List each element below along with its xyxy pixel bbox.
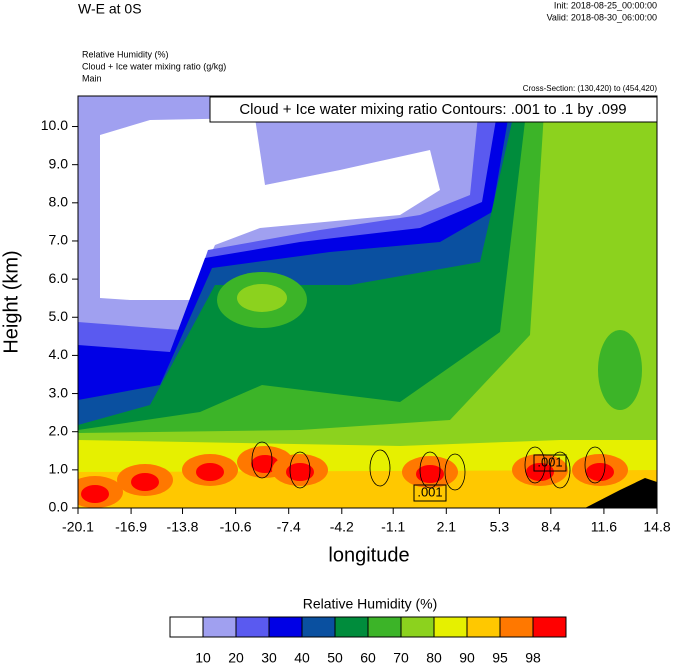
contour-line <box>584 446 606 484</box>
y-axis-label: Height (km) <box>0 250 22 353</box>
y-tick-label: 0.0 <box>49 499 69 515</box>
rh-region <box>526 463 554 481</box>
contour-line <box>369 449 391 487</box>
y-tick-label: 10.0 <box>41 117 68 133</box>
y-tick-label: 2.0 <box>49 422 69 438</box>
x-tick-label: 5.3 <box>490 519 510 535</box>
colorbar-box <box>367 616 402 638</box>
y-tick-label: 7.0 <box>49 232 69 248</box>
y-tick-label: 4.0 <box>49 346 69 362</box>
colorbar-box <box>169 616 204 638</box>
colorbar-box <box>532 616 567 638</box>
rh-region <box>81 485 109 503</box>
x-tick-label: -10.6 <box>220 519 252 535</box>
x-tick-label: -13.8 <box>167 519 199 535</box>
x-axis-label: longitude <box>328 544 409 566</box>
rh-region <box>78 96 657 508</box>
rh-region <box>286 463 314 481</box>
x-tick-label: -1.1 <box>381 519 405 535</box>
x-tick-label: 14.8 <box>643 519 670 535</box>
colorbar-title: Relative Humidity (%) <box>303 596 438 612</box>
rh-region <box>416 465 444 483</box>
x-tick-label: 11.6 <box>591 519 617 535</box>
rh-layers <box>78 96 657 508</box>
x-tick-label: -20.1 <box>62 519 94 535</box>
chart-title: W-E at 0S <box>78 1 142 17</box>
x-tick-label: -7.4 <box>277 519 301 535</box>
colorbar-label: 20 <box>228 650 244 666</box>
y-tick-label: 5.0 <box>49 308 69 324</box>
colorbar-box <box>466 616 501 638</box>
colorbar-label: 70 <box>393 650 409 666</box>
x-tick-label: 2.1 <box>437 519 457 535</box>
contour-note: Cloud + Ice water mixing ratio Contours:… <box>239 101 626 118</box>
rh-region <box>131 473 159 491</box>
colorbar-label: 60 <box>360 650 376 666</box>
y-tick-label: 9.0 <box>49 155 69 171</box>
y-tick-label: 3.0 <box>49 384 69 400</box>
contour-line <box>524 446 546 484</box>
colorbar-label: 90 <box>459 650 475 666</box>
cross-section: Cross-Section: (130,420) to (454,420) <box>523 84 658 93</box>
contour-line <box>289 451 311 489</box>
y-tick-label: 1.0 <box>49 461 69 477</box>
contour-line <box>444 453 466 491</box>
contour-label: .001 <box>417 484 442 499</box>
field-name: Cloud + Ice water mixing ratio (g/kg) <box>82 61 226 71</box>
contour-label-box <box>533 454 567 472</box>
x-tick-label: -4.2 <box>330 519 354 535</box>
field-name: Main <box>82 73 102 83</box>
colorbar-box <box>202 616 237 638</box>
x-tick-label: -16.9 <box>115 519 147 535</box>
colorbar-label: 98 <box>525 650 541 666</box>
contour-label-box <box>413 484 447 502</box>
terrain <box>585 478 657 508</box>
contour-label: .001 <box>537 454 562 469</box>
colorbar-box <box>268 616 303 638</box>
note-box <box>209 96 658 123</box>
colorbar-box <box>301 616 336 638</box>
colorbar-label: 80 <box>426 650 442 666</box>
y-tick-label: 6.0 <box>49 270 69 286</box>
y-tick-label: 8.0 <box>49 194 69 210</box>
rh-region <box>586 463 614 481</box>
colorbar-box <box>334 616 369 638</box>
field-name: Relative Humidity (%) <box>82 49 169 59</box>
valid-time: Valid: 2018-08-30_06:00:00 <box>547 12 657 22</box>
x-tick-label: 8.4 <box>541 519 561 535</box>
rh-region <box>237 284 287 312</box>
contour-line <box>251 441 273 479</box>
colorbar-box <box>235 616 270 638</box>
rh-region <box>196 463 224 481</box>
colorbar-label: 10 <box>195 650 211 666</box>
rh-field: .001 .001 <box>78 96 657 508</box>
colorbar-label: 50 <box>327 650 343 666</box>
colorbar-box <box>400 616 435 638</box>
colorbar-label: 40 <box>294 650 310 666</box>
plot-frame <box>77 95 658 509</box>
contour-line <box>419 451 441 489</box>
contour-line <box>549 451 571 489</box>
colorbar-box <box>433 616 468 638</box>
rh-region <box>100 118 440 300</box>
rh-region <box>598 330 642 410</box>
init-time: Init: 2018-08-25_00:00:00 <box>554 0 657 10</box>
colorbar-label: 95 <box>492 650 508 666</box>
colorbar-box <box>499 616 534 638</box>
colorbar-label: 30 <box>261 650 277 666</box>
